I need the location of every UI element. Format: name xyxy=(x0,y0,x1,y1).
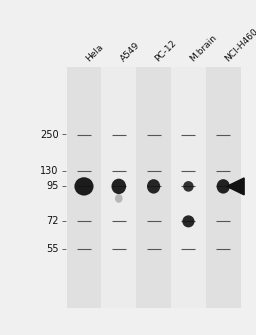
Text: 55: 55 xyxy=(46,244,59,254)
Text: 250: 250 xyxy=(40,130,59,140)
Bar xyxy=(136,67,171,308)
Ellipse shape xyxy=(183,181,194,192)
Ellipse shape xyxy=(74,177,93,196)
Ellipse shape xyxy=(182,215,195,227)
Text: –: – xyxy=(61,181,66,191)
Ellipse shape xyxy=(217,179,230,194)
Text: 72: 72 xyxy=(46,216,59,226)
Polygon shape xyxy=(227,178,244,195)
Text: –: – xyxy=(61,244,66,254)
Text: –: – xyxy=(61,166,66,176)
Bar xyxy=(101,67,136,308)
Ellipse shape xyxy=(115,194,123,203)
Bar xyxy=(206,67,241,308)
Text: Hela: Hela xyxy=(84,43,105,64)
Text: 95: 95 xyxy=(46,181,59,191)
Text: A549: A549 xyxy=(119,41,142,64)
Ellipse shape xyxy=(111,179,126,194)
Text: M.brain: M.brain xyxy=(188,33,219,64)
Text: NCI-H460: NCI-H460 xyxy=(223,27,256,64)
Bar xyxy=(171,67,206,308)
Text: 130: 130 xyxy=(40,166,59,176)
Text: –: – xyxy=(61,130,66,140)
Ellipse shape xyxy=(147,179,160,194)
Bar xyxy=(67,67,101,308)
Text: PC-12: PC-12 xyxy=(154,39,178,64)
Text: –: – xyxy=(61,216,66,226)
